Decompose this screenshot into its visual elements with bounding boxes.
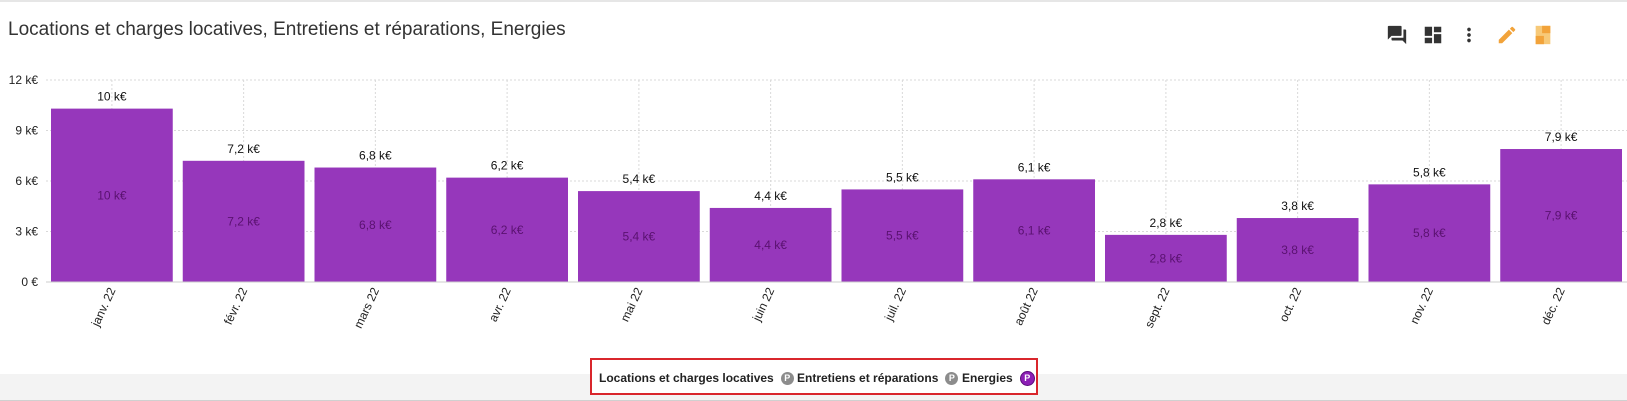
comments-icon[interactable] [1382,20,1412,50]
bar-inner-label: 4,4 k€ [754,238,787,252]
bar-inner-label: 3,8 k€ [1281,243,1314,257]
x-tick-label: sept. 22 [1142,285,1173,330]
bar-value-label: 7,2 k€ [227,142,260,156]
bar-value-label: 5,8 k€ [1413,165,1446,179]
bar[interactable] [446,177,568,282]
x-tick-label: mai 22 [618,285,646,324]
bar-value-label: 5,5 k€ [886,170,919,184]
y-tick-label: 9 k€ [15,124,38,138]
bar[interactable] [709,207,832,282]
bar-value-label: 6,1 k€ [1018,160,1051,174]
bar-value-label: 4,4 k€ [754,189,787,203]
bar[interactable] [841,189,964,282]
top-border [0,0,1627,2]
legend-badge: P [1019,370,1035,386]
bar-inner-label: 5,4 k€ [623,230,656,244]
legend-item-entretiens[interactable]: Entretiens et réparations P [797,369,959,387]
y-tick-label: 12 k€ [9,73,39,87]
x-tick-label: févr. 22 [221,285,250,327]
bar-inner-label: 7,9 k€ [1545,209,1578,223]
y-tick-label: 0 € [21,275,38,289]
bar[interactable] [973,179,1095,282]
bar-value-label: 10 k€ [97,90,127,104]
x-tick-label: janv. 22 [88,285,119,329]
x-tick-label: avr. 22 [486,285,514,324]
y-tick-label: 3 k€ [15,225,38,239]
bar-value-label: 6,2 k€ [491,159,524,173]
x-tick-label: oct. 22 [1276,285,1304,324]
bar-chart: 0 € 3 k€ 6 k€ 9 k€ 12 k€ 10 k€ 10 k€ janv. 22 7,… [9,73,1627,331]
legend-item-locations[interactable]: Locations et charges locatives P [599,369,794,387]
legend: Locations et charges locatives P Entreti… [590,358,1038,395]
bar-value-label: 7,9 k€ [1545,130,1578,144]
legend-item-energies[interactable]: Energies P [962,369,1035,387]
bar-inner-label: 6,1 k€ [1018,224,1051,238]
y-tick-label: 6 k€ [15,174,38,188]
x-tick-label: août 22 [1011,285,1041,327]
bar[interactable] [1105,234,1227,282]
bar-inner-label: 6,2 k€ [491,223,524,237]
bar[interactable] [578,191,700,282]
x-tick-label: déc. 22 [1539,285,1568,327]
bar-inner-label: 7,2 k€ [227,214,260,228]
bar-value-label: 5,4 k€ [623,172,656,186]
more-vert-icon[interactable] [1454,20,1484,50]
chart-title: Locations et charges locatives, Entretie… [8,19,566,40]
x-tick-label: nov. 22 [1407,285,1436,326]
bar[interactable] [314,167,437,282]
x-tick-label: juin 22 [749,285,777,324]
legend-badge: P [780,371,794,385]
x-tick-label: mars 22 [351,285,382,330]
legend-label: Entretiens et réparations [797,371,939,385]
bar-value-label: 6,8 k€ [359,149,392,163]
x-tick-label: juil. 22 [881,285,909,324]
bar-inner-label: 5,8 k€ [1413,226,1446,240]
bar[interactable] [1500,149,1622,282]
bar[interactable] [1368,184,1491,282]
bar-inner-label: 6,8 k€ [359,218,392,232]
bar-value-label: 3,8 k€ [1281,199,1314,213]
bar-inner-label: 10 k€ [97,188,127,202]
bar[interactable] [51,108,173,282]
bar-value-label: 2,8 k€ [1150,216,1183,230]
bar-inner-label: 2,8 k€ [1150,251,1183,265]
bar-inner-label: 5,5 k€ [886,229,919,243]
legend-label: Energies [962,371,1013,385]
bar[interactable] [1236,218,1359,282]
edit-pencil-icon[interactable] [1492,20,1522,50]
bar[interactable] [182,160,305,282]
legend-badge: P [945,371,959,385]
dashboard-icon[interactable] [1418,20,1448,50]
bookmark-icon[interactable] [1528,20,1558,50]
legend-label: Locations et charges locatives [599,371,774,385]
